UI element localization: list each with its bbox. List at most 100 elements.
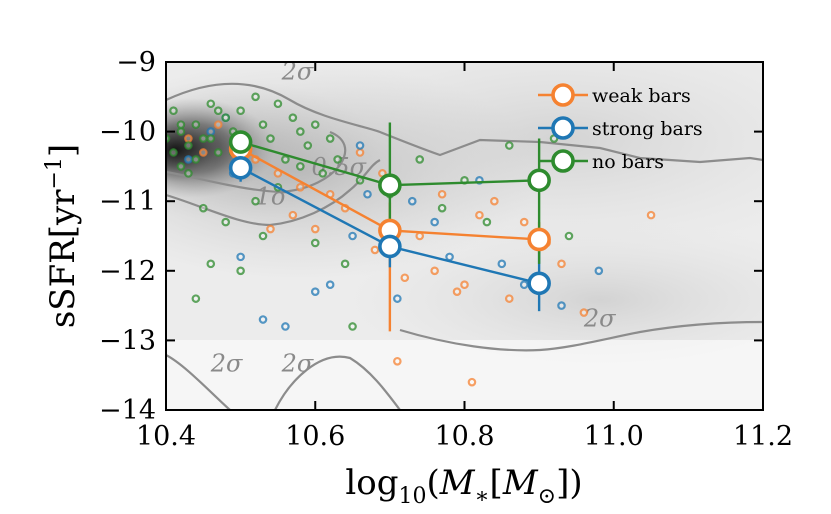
- weak-galaxy-point: [490, 196, 499, 206]
- strong-galaxy-point: [325, 280, 335, 290]
- strong-galaxy-point: [236, 252, 245, 262]
- weak-galaxy-point: [430, 266, 439, 276]
- weak-galaxy-point: [400, 273, 410, 283]
- none-galaxy-point: [251, 92, 260, 102]
- none-galaxy-point: [437, 203, 447, 213]
- y-tick-label: −12: [99, 256, 156, 287]
- none-galaxy-point: [296, 127, 305, 136]
- none-galaxy-point: [169, 148, 178, 157]
- none-galaxy-point: [236, 106, 245, 116]
- none-galaxy-point: [169, 106, 178, 116]
- none-galaxy-point: [191, 120, 201, 129]
- x-tick-label: 11.0: [584, 421, 644, 452]
- none-galaxy-point: [191, 155, 201, 164]
- weak-galaxy-point: [355, 148, 365, 157]
- contour-label: 1σ: [256, 183, 288, 211]
- contour-label: 2σ: [281, 350, 314, 378]
- contour-label: 2σ: [583, 304, 616, 332]
- svg-text:sSFR[yr−1]: sSFR[yr−1]: [42, 144, 83, 328]
- strong-galaxy-point: [407, 196, 417, 206]
- strong-legend-label: strong bars: [592, 118, 703, 140]
- strong-galaxy-point: [430, 217, 439, 227]
- contour-lines: [166, 82, 763, 410]
- none-galaxy-point: [213, 148, 223, 157]
- strong-galaxy-point: [258, 315, 268, 324]
- weak-galaxy-point: [213, 120, 223, 129]
- strong-galaxy-point: [497, 259, 507, 269]
- strong-galaxy-point: [519, 280, 529, 290]
- x-tick-label: 10.4: [136, 421, 196, 452]
- none-galaxy-point: [176, 162, 186, 171]
- none-galaxy-point: [340, 259, 350, 269]
- axis-ticks: 10.4 10.6 10.8 11.0 11.2 −14 −13 −12 −11 −10 −9: [99, 47, 793, 452]
- x-axis-label: log10(M∗[M⊙]): [345, 463, 582, 509]
- none-galaxy-point: [273, 99, 283, 109]
- none-galaxy-point: [288, 113, 298, 122]
- weak-galaxy-point: [467, 377, 477, 387]
- none-galaxy-point: [564, 231, 574, 241]
- none-galaxy-point: [296, 162, 305, 171]
- x-tick-label: 11.2: [733, 421, 793, 452]
- none-galaxy-point: [281, 155, 290, 164]
- contour-2sigma-lower-left: [166, 354, 231, 410]
- contour-label: 2σ: [210, 350, 243, 378]
- none-galaxy-point: [176, 127, 186, 136]
- weak-legend-marker: [551, 83, 575, 107]
- y-tick-label: −13: [99, 325, 156, 356]
- density-background: [166, 62, 763, 410]
- y-tick-label: −14: [99, 395, 156, 426]
- none-galaxy-point: [318, 169, 328, 178]
- weak-galaxy-point: [579, 308, 589, 317]
- contour-2sigma-lower-mid: [274, 355, 401, 410]
- weak-galaxy-point: [460, 280, 469, 290]
- none-galaxy-point: [325, 134, 335, 143]
- none-galaxy-point: [415, 155, 425, 164]
- none-median-marker: [228, 130, 253, 154]
- y-tick-label: −11: [99, 186, 156, 217]
- contour-2sigma-upper: [166, 82, 763, 164]
- weak-galaxy-point: [393, 356, 402, 366]
- none-galaxy-point: [221, 217, 231, 227]
- strong-galaxy-point: [310, 287, 320, 296]
- strong-median-marker: [378, 234, 402, 259]
- none-galaxy-point: [348, 322, 357, 331]
- none-galaxy-point: [303, 141, 313, 150]
- weak-galaxy-point: [437, 189, 447, 199]
- none-galaxy-point: [176, 120, 186, 129]
- y-tick-label: −9: [116, 47, 156, 78]
- strong-median-marker: [527, 271, 551, 296]
- weak-galaxy-point: [288, 210, 298, 220]
- none-galaxy-point: [199, 203, 208, 213]
- contour-1sigma: [166, 159, 381, 227]
- binned-medians: [228, 122, 551, 332]
- none-galaxy-point: [310, 238, 320, 248]
- x-tick-label: 10.6: [285, 421, 345, 452]
- strong-legend-marker: [551, 116, 575, 140]
- none-galaxy-point: [206, 134, 216, 143]
- weak-galaxy-point: [370, 245, 380, 255]
- weak-galaxy-point: [504, 294, 514, 303]
- y-axis-label: sSFR[yr−1]: [42, 144, 83, 328]
- weak-galaxy-point: [646, 210, 656, 220]
- none-galaxy-point: [258, 120, 268, 129]
- contour-05sigma: [166, 130, 347, 194]
- none-galaxy-point: [310, 120, 320, 129]
- strong-median-marker: [228, 155, 253, 180]
- none-galaxy-point: [333, 155, 342, 164]
- strong-galaxy-point: [445, 252, 454, 262]
- strong-galaxy-point: [363, 189, 372, 199]
- none-galaxy-point: [191, 294, 201, 303]
- weak-galaxy-point: [475, 210, 484, 220]
- none-galaxy-point: [266, 134, 275, 143]
- strong-galaxy-point: [355, 141, 365, 150]
- weak-galaxy-point: [519, 217, 529, 227]
- weak-galaxy-point: [310, 224, 320, 234]
- weak-galaxy-point: [266, 224, 275, 234]
- weak-galaxy-point: [296, 182, 305, 192]
- strong-galaxy-point: [557, 301, 566, 310]
- none-galaxy-point: [258, 231, 268, 241]
- none-galaxy-point: [251, 196, 260, 206]
- none-galaxy-point: [221, 113, 231, 122]
- none-galaxy-point: [213, 106, 223, 116]
